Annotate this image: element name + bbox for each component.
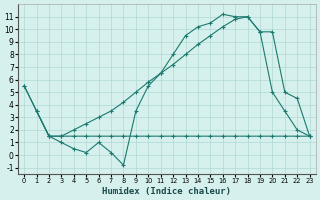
X-axis label: Humidex (Indice chaleur): Humidex (Indice chaleur) [102, 187, 231, 196]
